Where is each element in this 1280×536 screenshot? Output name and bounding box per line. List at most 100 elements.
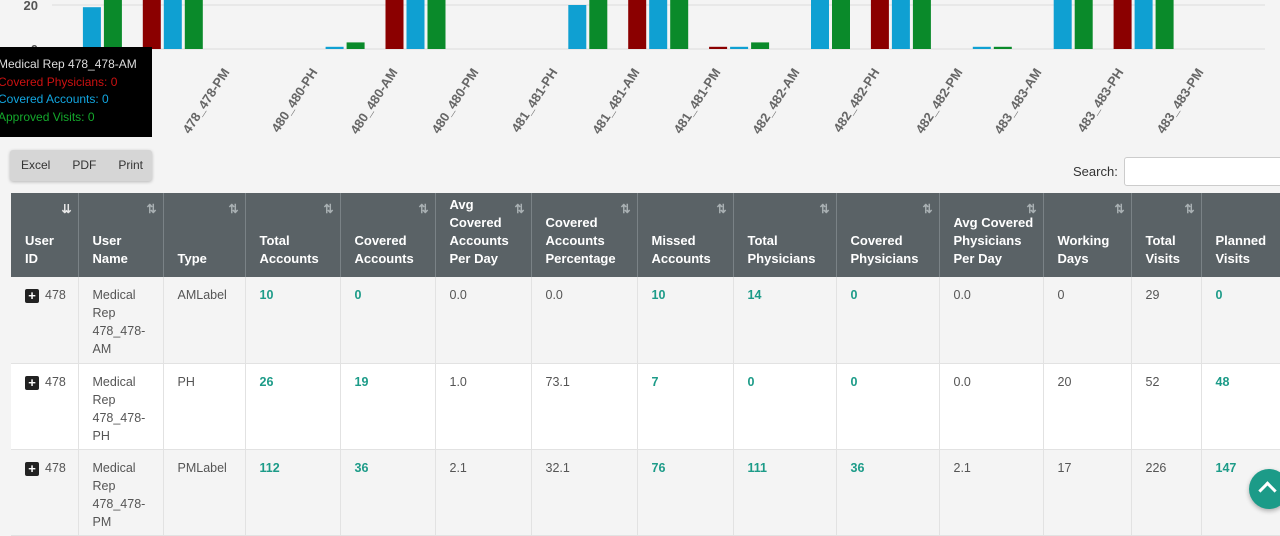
bar-478_478-PM-1[interactable] [163, 0, 182, 49]
bar-482_482-PM-2[interactable] [912, 0, 931, 49]
column-header-1[interactable]: ⇅ User Name [78, 193, 164, 277]
bar-482_482-PM-0[interactable] [870, 0, 889, 49]
print-button[interactable]: Print [118, 158, 144, 172]
sort-icon[interactable]: ⇅ [228, 202, 239, 216]
bar-482_482-AM-1[interactable] [730, 46, 749, 49]
column-header-label: Covered Physicians [850, 233, 919, 266]
bar-483_483-PM-0[interactable] [1113, 0, 1132, 49]
bar-480_480-PM-2[interactable] [427, 0, 446, 49]
cell-link[interactable]: 112 [259, 460, 280, 475]
search-input[interactable] [1123, 157, 1280, 186]
cell-link[interactable]: 0 [850, 288, 858, 302]
cell-link[interactable]: 36 [850, 460, 865, 475]
cell-link[interactable]: 111 [747, 460, 767, 475]
column-header-0[interactable]: ⇊ User ID [11, 193, 79, 277]
table-cell: 0 [836, 277, 940, 364]
scroll-to-top-button[interactable] [1249, 469, 1280, 509]
sort-icon[interactable]: ⇅ [1026, 202, 1037, 216]
cell-link[interactable]: 36 [354, 460, 369, 475]
pdf-button[interactable]: PDF [72, 158, 97, 172]
sort-icon[interactable]: ⇅ [323, 202, 334, 216]
column-header-2[interactable]: ⇅ Type [163, 193, 246, 277]
cell-link[interactable]: 7 [651, 374, 659, 389]
table-cell: 36 [836, 449, 940, 536]
sort-icon[interactable]: ⇅ [1114, 202, 1125, 216]
report-table: ⇊ User ID ⇅ User Name ⇅ Type ⇅ Total Accounts ⇅ C… [11, 193, 1280, 536]
sort-icon[interactable]: ⇅ [146, 202, 157, 216]
expand-row-icon[interactable]: + [25, 289, 39, 303]
bar-482_482-AM-0[interactable] [709, 46, 728, 49]
bar-483_483-PH-1[interactable] [1053, 0, 1072, 49]
bar-480_480-PH-2[interactable] [346, 42, 365, 49]
column-header-4[interactable]: ⇅ Covered Accounts [340, 193, 436, 277]
bar-483_483-PH-2[interactable] [1074, 0, 1093, 49]
cell-link[interactable]: 10 [259, 288, 274, 302]
cell-link[interactable]: 76 [651, 460, 666, 475]
bar-478_478-PM-2[interactable] [184, 0, 203, 49]
cell-value: 478 [45, 374, 66, 389]
bar-480_480-PH-1[interactable] [325, 46, 344, 49]
bar-481_481-PM-2[interactable] [670, 0, 689, 49]
cell-value: AMLabel [177, 288, 227, 302]
table-cell: 2.1 [939, 449, 1044, 536]
column-header-12[interactable]: ⇅ Total Visits [1131, 193, 1202, 277]
cell-link[interactable]: 0 [747, 374, 755, 389]
sort-icon[interactable]: ⇅ [1184, 202, 1195, 216]
bar-481_481-PH-2[interactable] [589, 0, 608, 49]
bar-482_482-PH-1[interactable] [811, 0, 829, 49]
column-header-10[interactable]: ⇅ Avg Covered Physicians Per Day [939, 193, 1044, 277]
bar-480_480-PM-1[interactable] [406, 0, 425, 49]
expand-row-icon[interactable]: + [25, 461, 39, 476]
tooltip-title: Medical Rep 478_478-AM [0, 57, 137, 71]
x-tick-label: 480_480-AM [347, 65, 401, 136]
cell-link[interactable]: 0 [850, 374, 858, 389]
cell-link[interactable]: 48 [1215, 374, 1230, 389]
bar-478_478-PM-0[interactable] [142, 0, 161, 49]
bar-483_483-PM-2[interactable] [1155, 0, 1174, 49]
sort-icon[interactable]: ⇅ [620, 202, 631, 216]
excel-button[interactable]: Excel [21, 158, 51, 172]
sort-icon[interactable]: ⇅ [514, 202, 525, 216]
sort-icon[interactable]: ⇅ [716, 202, 727, 216]
sort-icon[interactable]: ⇅ [819, 202, 830, 216]
column-header-6[interactable]: ⇅ Covered Accounts Percentage [531, 193, 638, 277]
table-cell: 111 [733, 449, 837, 536]
cell-link[interactable]: 14 [747, 288, 762, 302]
bar-478_478-PH-2[interactable] [103, 0, 122, 49]
cell-link[interactable]: 10 [651, 288, 666, 302]
bar-482_482-PM-1[interactable] [891, 0, 910, 49]
column-header-5[interactable]: ⇅ Avg Covered Accounts Per Day [435, 193, 532, 277]
sort-icon[interactable]: ⇅ [418, 202, 429, 216]
bar-483_483-PM-1[interactable] [1134, 0, 1153, 49]
bar-481_481-PM-0[interactable] [628, 0, 647, 49]
column-header-11[interactable]: ⇅ Working Days [1043, 193, 1132, 277]
bar-481_481-PH-1[interactable] [568, 5, 587, 49]
cell-link[interactable]: 19 [354, 374, 369, 389]
column-header-7[interactable]: ⇅ Missed Accounts [637, 193, 734, 277]
x-tick-label: 482_482-AM [749, 65, 803, 136]
sort-icon[interactable]: ⇊ [61, 202, 72, 216]
expand-row-icon[interactable]: + [25, 375, 39, 390]
table-cell: 0.0 [939, 363, 1044, 450]
table-cell: 73.1 [531, 363, 638, 450]
bar-483_483-AM-2[interactable] [993, 46, 1012, 49]
sort-icon[interactable]: ⇅ [922, 202, 933, 216]
bar-482_482-PH-2[interactable] [832, 0, 850, 49]
table-cell: 112 [245, 449, 341, 536]
cell-link[interactable]: 0 [1215, 288, 1223, 302]
column-header-3[interactable]: ⇅ Total Accounts [245, 193, 341, 277]
bar-481_481-PM-1[interactable] [649, 0, 668, 49]
column-header-9[interactable]: ⇅ Covered Physicians [836, 193, 940, 277]
bar-483_483-AM-1[interactable] [972, 46, 991, 49]
cell-link[interactable]: 147 [1215, 460, 1237, 475]
table-cell: 26 [245, 363, 341, 450]
table-cell: AMLabel [163, 277, 246, 364]
cell-link[interactable]: 26 [259, 374, 274, 389]
cell-link[interactable]: 0 [354, 288, 362, 302]
cell-value: PH [177, 374, 195, 389]
bar-482_482-AM-2[interactable] [751, 42, 770, 49]
column-header-13[interactable]: ⇅Planned Visits [1201, 193, 1280, 277]
column-header-8[interactable]: ⇅ Total Physicians [733, 193, 837, 277]
bar-480_480-PM-0[interactable] [385, 0, 404, 49]
bar-478_478-PH-1[interactable] [82, 7, 101, 49]
